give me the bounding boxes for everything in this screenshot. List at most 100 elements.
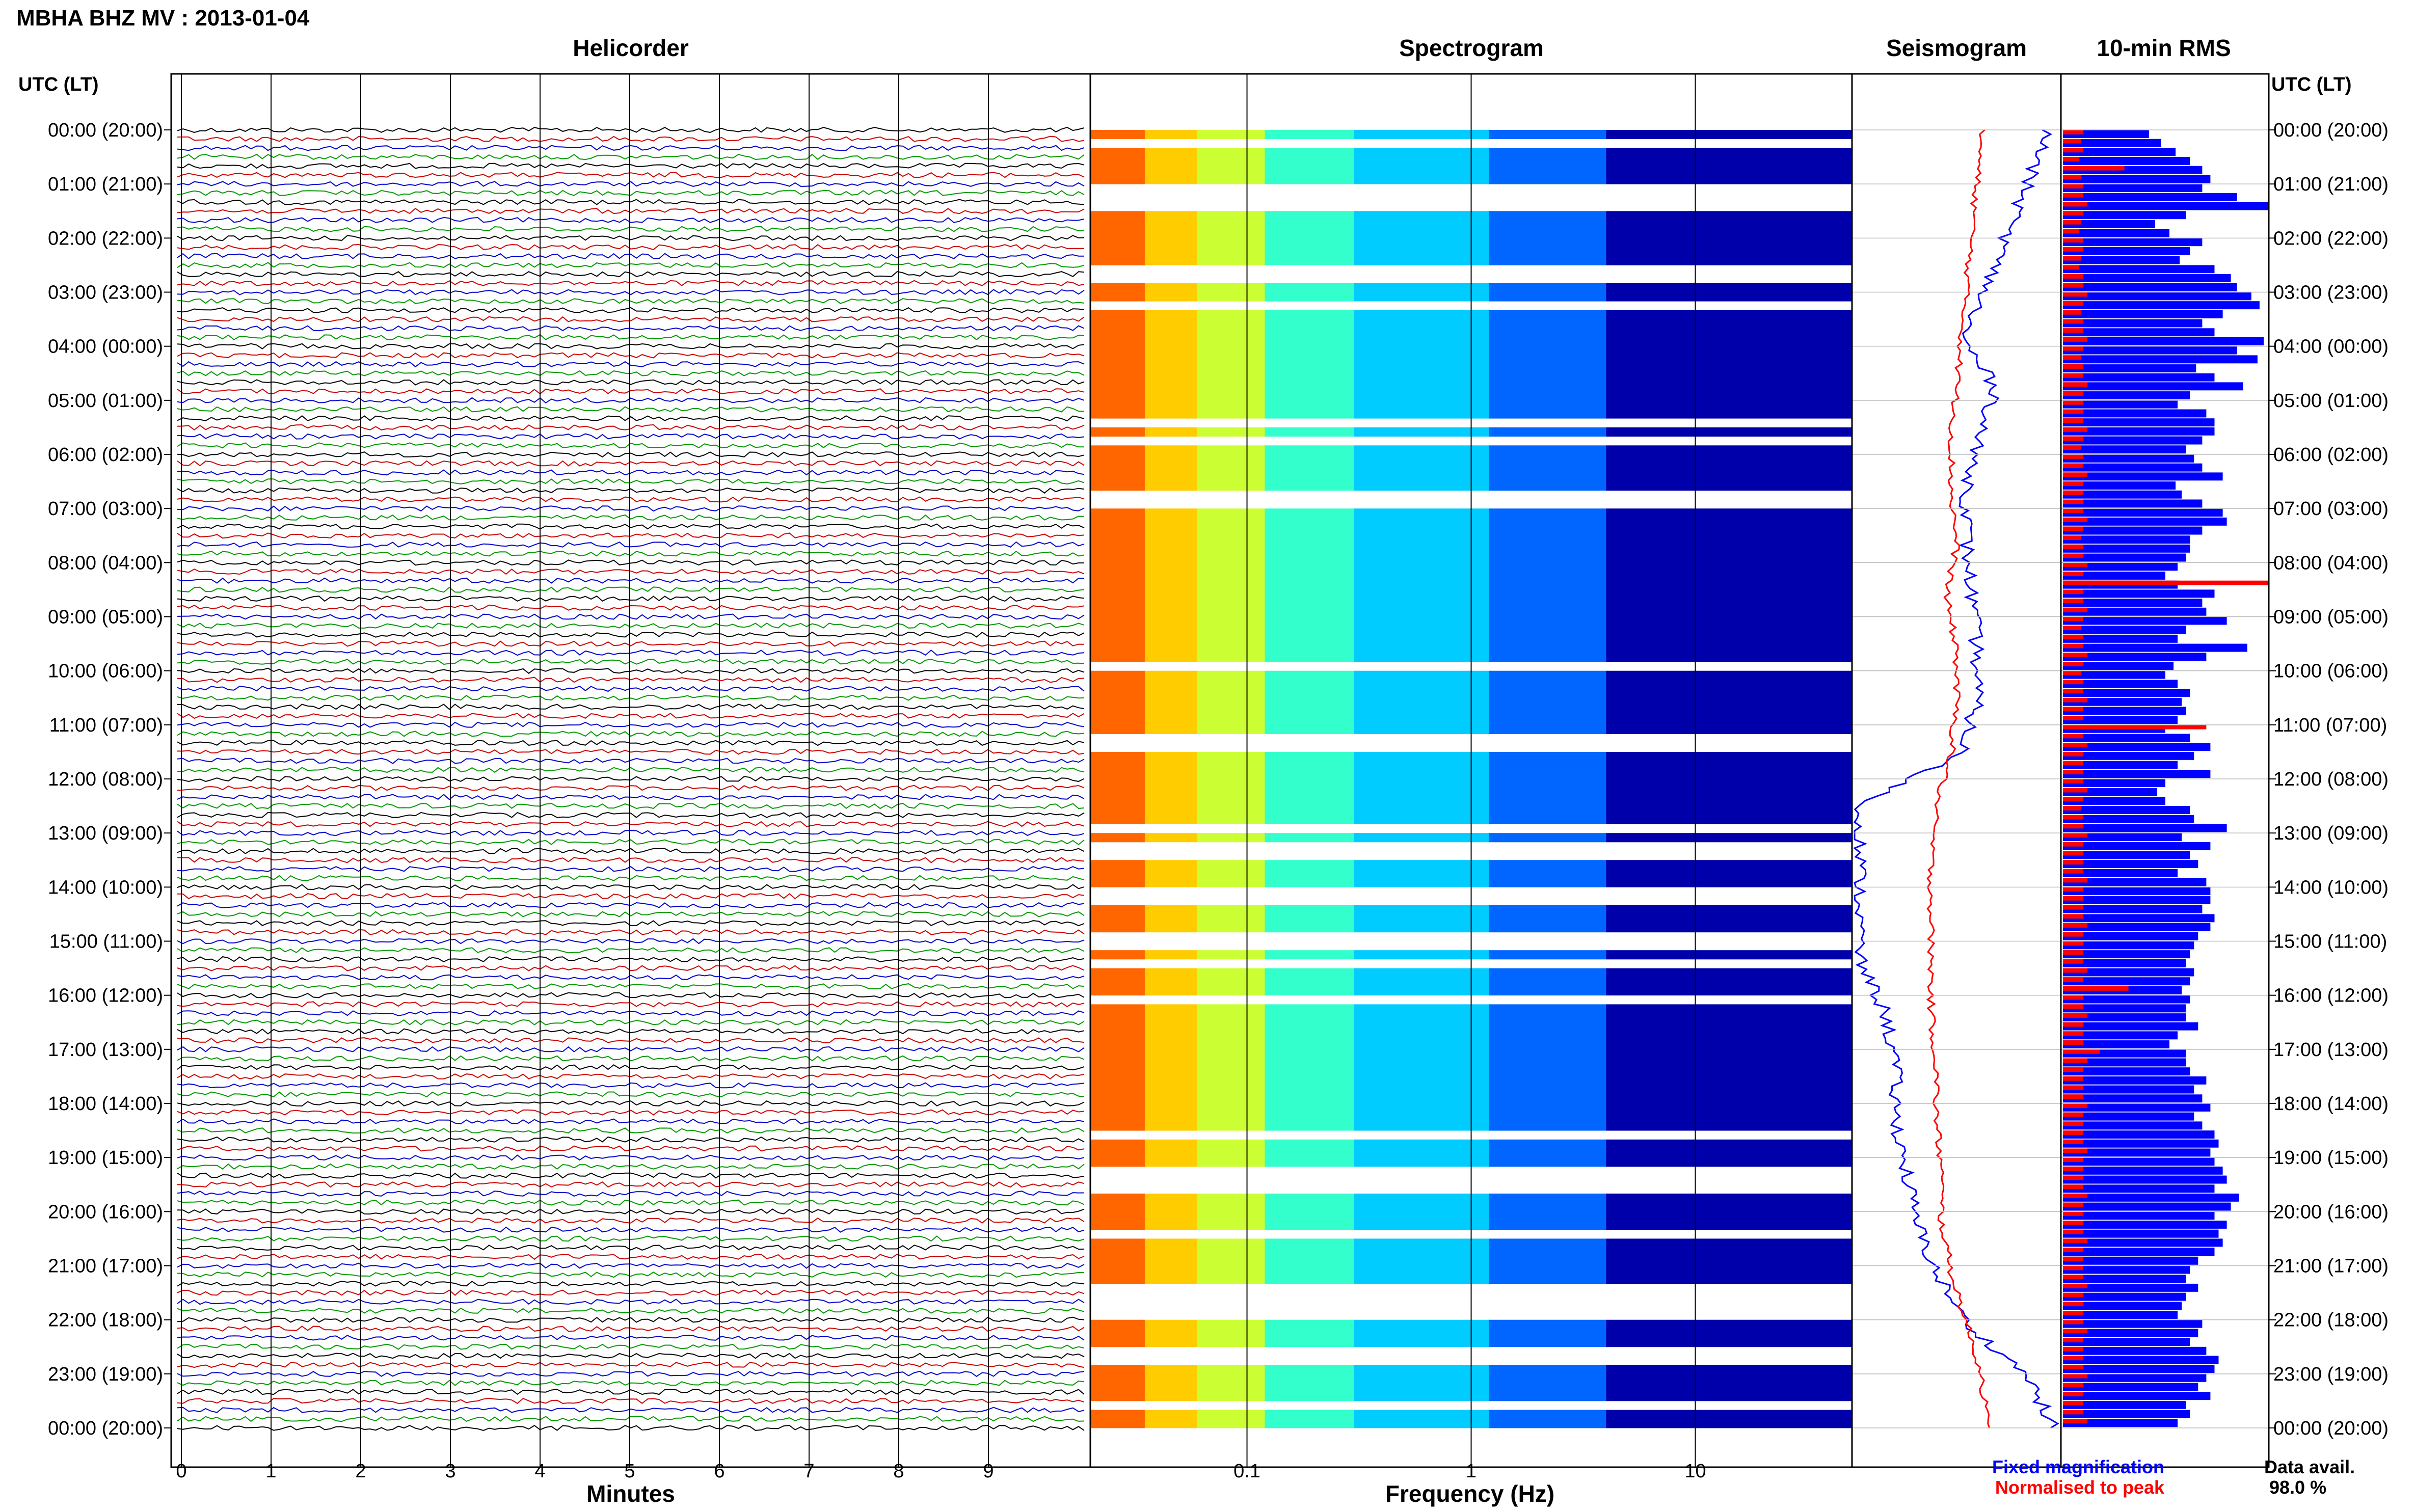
spectrogram-band xyxy=(1265,409,1355,419)
time-label-left: 10:00 (06:00) xyxy=(48,661,163,682)
spectrogram-band xyxy=(1265,229,1355,238)
spectrogram-band xyxy=(1354,391,1489,401)
rms-normalised-bar xyxy=(2063,932,2084,937)
spectrogram-band xyxy=(1354,572,1489,581)
rms-fixed-bar xyxy=(2063,599,2203,607)
rms-fixed-bar xyxy=(2063,553,2186,562)
rms-fixed-bar xyxy=(2063,436,2203,445)
spectrogram-band xyxy=(1489,1121,1606,1131)
spectrogram-band xyxy=(1265,1248,1355,1257)
helicorder-trace xyxy=(177,604,1085,611)
rms-fixed-bar xyxy=(2063,355,2258,364)
spectrogram-band xyxy=(1090,211,1145,221)
spectrogram-band xyxy=(1354,1275,1489,1284)
spectrogram-band xyxy=(1265,238,1355,248)
spectrogram-band xyxy=(1090,517,1145,527)
rms-normalised-bar xyxy=(2063,562,2088,568)
spectrogram-band xyxy=(1197,1013,1265,1023)
spectrogram-band xyxy=(1090,238,1145,248)
rms-fixed-bar xyxy=(2063,824,2227,832)
spectrogram-band xyxy=(1144,310,1198,319)
spectrogram-band xyxy=(1354,1256,1489,1266)
spectrogram-band xyxy=(1606,1139,1853,1149)
spectrogram-band xyxy=(1144,1157,1198,1167)
time-label-left: 16:00 (12:00) xyxy=(48,985,163,1007)
spectrogram-band xyxy=(1144,761,1198,770)
spectrogram-band xyxy=(1489,797,1606,806)
spectrogram-band xyxy=(1606,634,1853,644)
helicorder-trace xyxy=(177,1380,1085,1386)
helicorder-title: Helicorder xyxy=(573,35,689,61)
rms-normalised-bar xyxy=(2063,1031,2084,1036)
helicorder-trace xyxy=(177,704,1085,710)
helicorder-trace xyxy=(177,1073,1085,1080)
spectrogram-band xyxy=(1197,1392,1265,1401)
rms-normalised-bar xyxy=(2063,445,2082,450)
spectrogram-band xyxy=(1489,328,1606,338)
spectrogram-band xyxy=(1090,130,1145,140)
rms-normalised-bar xyxy=(2063,572,2084,576)
spectrogram-band xyxy=(1144,1148,1198,1158)
rms-fixed-bar xyxy=(2063,400,2178,409)
helicorder-trace xyxy=(177,1046,1085,1052)
time-label-right: 05:00 (01:00) xyxy=(2273,390,2389,412)
spectrogram-band xyxy=(1265,634,1355,644)
spectrogram-band xyxy=(1197,1148,1265,1158)
spectrogram-band xyxy=(1197,788,1265,797)
rms-normalised-bar xyxy=(2063,1148,2088,1153)
spectrogram-band xyxy=(1144,1383,1198,1392)
rms-normalised-bar xyxy=(2063,1292,2084,1298)
spectrogram-band xyxy=(1197,166,1265,175)
helicorder-trace xyxy=(177,1028,1085,1035)
rms-fixed-bar xyxy=(2063,977,2190,986)
spectrogram-band xyxy=(1197,607,1265,617)
helicorder-trace xyxy=(177,424,1085,431)
rms-fixed-bar xyxy=(2063,1419,2178,1427)
helicorder-trace xyxy=(177,1253,1085,1260)
spectrogram-band xyxy=(1265,553,1355,563)
spectrogram-band xyxy=(1197,806,1265,816)
rms-normalised-bar xyxy=(2063,1256,2084,1261)
rms-normalised-bar xyxy=(2063,1004,2084,1009)
spectrogram-band xyxy=(1354,508,1489,518)
spectrogram-band xyxy=(1090,175,1145,184)
rms-normalised-bar xyxy=(2063,1319,2084,1325)
spectrogram-band xyxy=(1090,815,1145,824)
helicorder-trace xyxy=(177,379,1085,386)
spectrogram-band xyxy=(1265,526,1355,536)
station-title: MBHA BHZ MV : 2013-01-04 xyxy=(16,6,310,31)
spectrogram-band xyxy=(1489,1094,1606,1104)
spectrogram-band xyxy=(1197,220,1265,229)
helicorder-trace xyxy=(177,830,1085,836)
spectrogram-band xyxy=(1606,761,1853,770)
rms-normalised-bar xyxy=(2063,1311,2084,1315)
spectrogram-band xyxy=(1265,247,1355,257)
spectrogram-band xyxy=(1090,1338,1145,1347)
spectrogram-band xyxy=(1354,1419,1489,1428)
spectrogram-band xyxy=(1090,788,1145,797)
spectrogram-band xyxy=(1606,1265,1853,1275)
rms-fixed-bar xyxy=(2063,815,2194,823)
spectrogram-band xyxy=(1354,337,1489,347)
time-label-left: 17:00 (13:00) xyxy=(48,1039,163,1061)
helicorder-trace xyxy=(177,352,1085,359)
minute-tick-label: 8 xyxy=(893,1461,904,1482)
helicorder-trace xyxy=(177,1335,1085,1341)
rms-normalised-bar xyxy=(2063,364,2084,369)
spectrogram-band xyxy=(1354,211,1489,221)
spectrogram-band xyxy=(1144,319,1198,329)
helicorder-trace xyxy=(177,253,1085,259)
spectrogram-band xyxy=(1090,1419,1145,1428)
helicorder-trace xyxy=(177,397,1085,404)
time-label-left: 13:00 (09:00) xyxy=(48,823,163,844)
rms-fixed-bar xyxy=(2063,193,2237,201)
spectrogram-band xyxy=(1197,616,1265,626)
spectrogram-band xyxy=(1197,400,1265,410)
spectrogram-band xyxy=(1197,373,1265,383)
spectrogram-band xyxy=(1197,761,1265,770)
spectrogram-band xyxy=(1354,481,1489,491)
spectrogram-band xyxy=(1090,1031,1145,1041)
rms-normalised-bar xyxy=(2063,914,2084,919)
spectrogram-band xyxy=(1354,878,1489,887)
rms-normalised-bar xyxy=(2063,977,2084,982)
